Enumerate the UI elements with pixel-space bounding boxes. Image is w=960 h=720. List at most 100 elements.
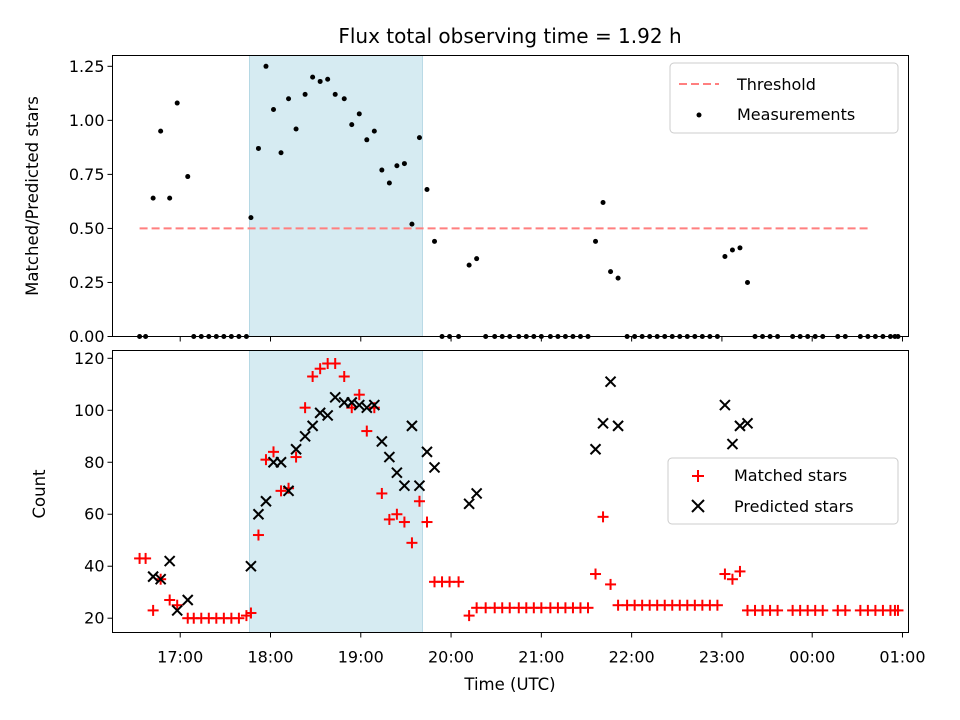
- bottom-observing-span: [249, 350, 423, 633]
- predicted-star-point: [163, 555, 176, 567]
- matched-star-point: [421, 516, 433, 528]
- predicted-star-point: [147, 570, 159, 583]
- top-legend-box: [669, 62, 899, 134]
- matched-star-point: [839, 604, 851, 616]
- matched-star-point: [817, 604, 829, 616]
- top-y-tick-label: 0.00: [69, 327, 105, 346]
- measurement-point: [248, 215, 254, 221]
- matched-star-point: [772, 604, 784, 616]
- x-tick-label: 00:00: [789, 648, 835, 667]
- bottom-y-tick-label: 120: [74, 349, 105, 368]
- bottom-y-tick-label: 80: [84, 453, 104, 472]
- predicted-star-point: [329, 391, 341, 403]
- predicted-star-point: [391, 466, 403, 479]
- x-tick-label: 21:00: [518, 648, 564, 667]
- predicted-star-point: [290, 443, 302, 455]
- matched-star-point: [329, 357, 341, 369]
- legend-measurements-swatch: [696, 112, 702, 118]
- x-tick-label: 19:00: [338, 648, 384, 667]
- measurement-point: [302, 91, 308, 97]
- measurement-point: [416, 135, 422, 141]
- bottom-plot-frame: [112, 350, 909, 633]
- bottom-panel: 20 40 60 80 100 120 17:00 18:00 19:00 20:00 21:00…: [30, 349, 926, 694]
- predicted-star-point: [421, 446, 433, 458]
- matched-star-point: [314, 363, 326, 375]
- predicted-star-point: [413, 479, 426, 492]
- matched-star-point: [413, 495, 425, 507]
- measurement-point: [364, 137, 370, 143]
- measurement-point: [325, 76, 331, 82]
- x-tick-label: 18:00: [247, 648, 293, 667]
- x-tick-label: 17:00: [157, 648, 203, 667]
- measurement-point: [744, 279, 750, 285]
- measurement-point: [593, 238, 599, 244]
- measurement-point: [255, 145, 261, 151]
- predicted-star-point: [314, 407, 326, 419]
- matched-star-point: [245, 607, 257, 619]
- top-y-tick-label: 1.25: [69, 57, 105, 76]
- predicted-star-point: [719, 399, 731, 411]
- matched-star-point: [463, 610, 475, 622]
- predicted-star-point: [182, 594, 194, 606]
- matched-star-point: [252, 529, 264, 541]
- measurement-point: [729, 247, 735, 253]
- predicted-star-point: [321, 409, 334, 422]
- matched-star-point: [361, 425, 373, 437]
- matched-star-point: [582, 602, 594, 614]
- matched-star-point: [307, 370, 319, 382]
- measurement-point: [466, 262, 472, 268]
- measurement-point: [185, 174, 191, 180]
- matched-star-point: [299, 402, 311, 414]
- predicted-star-point: [154, 573, 167, 585]
- measurement-point: [310, 74, 316, 80]
- predicted-star-point: [741, 417, 754, 429]
- measurement-point: [263, 63, 269, 69]
- measurement-point: [150, 195, 156, 201]
- matched-star-point: [711, 599, 723, 611]
- predicted-star-point: [398, 479, 411, 492]
- measurement-point: [737, 245, 743, 251]
- bottom-legend-box: [667, 457, 899, 525]
- matched-star-point: [171, 599, 183, 611]
- top-y-axis-label: Matched/Predicted stars: [23, 96, 42, 296]
- measurement-point: [174, 100, 180, 106]
- bottom-y-tick-label: 60: [84, 505, 104, 524]
- measurement-point: [341, 96, 347, 102]
- matched-star-point: [391, 508, 403, 520]
- predicted-star-point: [470, 487, 483, 500]
- matched-star-point: [453, 576, 465, 588]
- matched-star-point: [605, 578, 617, 590]
- measurement-point: [409, 221, 415, 227]
- x-tick-label: 23:00: [699, 648, 745, 667]
- measurement-point: [371, 128, 377, 134]
- predicted-star-point: [428, 461, 441, 474]
- measurement-point: [349, 122, 355, 128]
- predicted-star-point: [734, 420, 746, 432]
- matched-star-point: [275, 485, 287, 497]
- matched-star-point: [376, 487, 388, 499]
- predicted-star-point: [299, 430, 311, 442]
- bottom-x-ticks: 17:00 18:00 19:00 20:00 21:00 22:00 23:00 00:00…: [157, 632, 926, 667]
- predicted-star-point: [171, 604, 183, 617]
- top-y-tick-label: 1.00: [69, 111, 105, 130]
- predicted-star-point: [306, 420, 319, 432]
- top-legend: Threshold Measurements: [669, 62, 899, 134]
- matched-star-point: [164, 594, 176, 606]
- bottom-y-tick-label: 20: [84, 609, 104, 628]
- x-axis-label: Time (UTC): [463, 675, 555, 694]
- matched-star-point: [140, 552, 152, 564]
- measurement-point: [167, 195, 173, 201]
- matched-star-point: [590, 568, 602, 580]
- predicted-star-point: [612, 420, 624, 432]
- bottom-legend: Matched stars Predicted stars: [667, 457, 899, 525]
- legend-matched-label: Matched stars: [734, 466, 847, 485]
- x-tick-label: 20:00: [428, 648, 474, 667]
- matched-star-point: [147, 604, 159, 616]
- matched-star-point: [406, 537, 418, 549]
- measurement-point: [432, 238, 438, 244]
- bottom-y-tick-label: 40: [84, 557, 104, 576]
- predicted-star-point: [245, 560, 257, 572]
- bottom-y-ticks: 20 40 60 80 100 120: [74, 349, 113, 628]
- measurement-point: [615, 275, 621, 281]
